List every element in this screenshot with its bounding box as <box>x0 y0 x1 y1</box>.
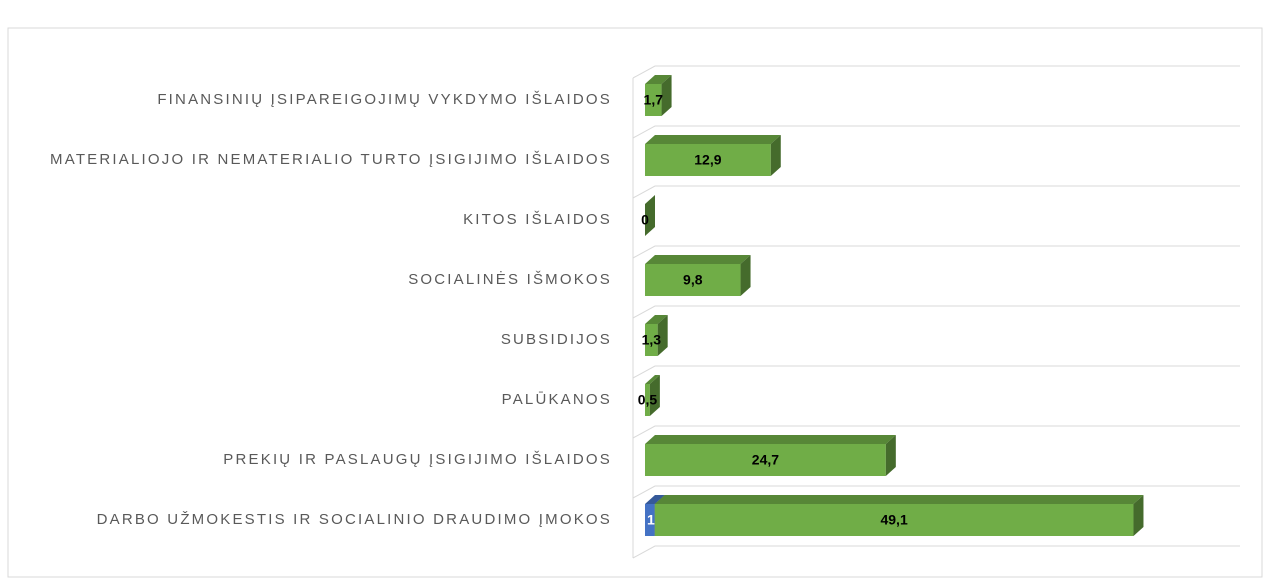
category-label: KITOS IŠLAIDOS <box>463 211 612 228</box>
bar <box>654 504 1134 536</box>
data-label: 1,7 <box>644 92 664 108</box>
bar-top <box>645 75 672 84</box>
row-separator <box>632 305 1240 319</box>
category-label: SOCIALINĖS IŠMOKOS <box>408 270 612 288</box>
bar <box>645 144 771 176</box>
data-label: 9,8 <box>683 272 703 288</box>
category-label: SUBSIDIJOS <box>501 331 612 348</box>
bar-side <box>645 195 655 236</box>
row-separator <box>632 485 1240 499</box>
bar <box>645 384 650 416</box>
bar-side <box>649 375 660 416</box>
category-label: PREKIŲ IR PASLAUGŲ ĮSIGIJIMO IŠLAIDOS <box>223 451 612 468</box>
bar-side <box>770 135 781 176</box>
data-label: 0 <box>641 212 649 228</box>
bar <box>645 504 655 536</box>
bar <box>645 324 658 356</box>
bar-top <box>645 255 751 264</box>
row-separator <box>632 65 1240 79</box>
category-label: DARBO UŽMOKESTIS IR SOCIALINIO DRAUDIMO … <box>97 511 612 528</box>
bar-top <box>645 495 665 504</box>
bar <box>645 444 886 476</box>
category-label: PALŪKANOS <box>502 391 612 408</box>
row-separator <box>632 425 1240 439</box>
bar-top <box>654 495 1144 504</box>
row-separator <box>632 125 1240 139</box>
bar-side <box>1133 495 1144 536</box>
bar-side <box>657 315 668 356</box>
data-label: 1,3 <box>642 332 662 348</box>
data-label: 12,9 <box>694 152 721 168</box>
bar <box>645 264 741 296</box>
row-separator <box>632 365 1240 379</box>
bar-side <box>740 255 751 296</box>
row-separator <box>632 545 1240 559</box>
row-separator <box>632 245 1240 259</box>
category-label: FINANSINIŲ ĮSIPAREIGOJIMŲ VYKDYMO IŠLAID… <box>157 91 612 108</box>
data-label: 24,7 <box>752 452 779 468</box>
bar-top <box>645 135 781 144</box>
bar-top <box>645 315 668 324</box>
row-separator <box>632 185 1240 199</box>
data-label: 0,5 <box>638 392 658 408</box>
bar <box>645 84 662 116</box>
bar-top <box>645 375 660 384</box>
bar-top <box>645 435 896 444</box>
data-label: 49,1 <box>880 512 907 528</box>
category-label: MATERIALIOJO IR NEMATERIALIO TURTO ĮSIGI… <box>50 151 612 168</box>
data-label: 1 <box>647 512 655 528</box>
chart-frame <box>7 27 1263 578</box>
bar-side <box>661 75 672 116</box>
plot-walls <box>632 65 1240 559</box>
bar-side <box>885 435 896 476</box>
